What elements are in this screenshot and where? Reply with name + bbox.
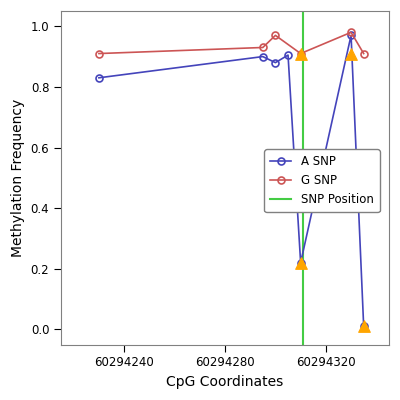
Line: G SNP: G SNP [96,29,367,57]
G SNP [349,30,354,35]
Point [360,323,367,330]
Point [348,50,354,57]
G SNP [260,45,265,50]
G SNP [361,51,366,56]
A SNP [96,75,101,80]
A SNP [361,324,366,329]
A SNP [260,54,265,59]
Point [298,50,304,57]
G SNP [96,51,101,56]
A SNP [273,60,278,65]
A SNP [349,33,354,38]
G SNP [273,33,278,38]
Y-axis label: Methylation Frequency: Methylation Frequency [11,99,25,257]
Point [298,260,304,266]
A SNP [286,53,290,58]
Line: A SNP: A SNP [96,32,367,330]
Legend: A SNP, G SNP, SNP Position: A SNP, G SNP, SNP Position [264,149,380,212]
X-axis label: CpG Coordinates: CpG Coordinates [166,375,284,389]
G SNP [298,51,303,56]
A SNP [298,260,303,265]
